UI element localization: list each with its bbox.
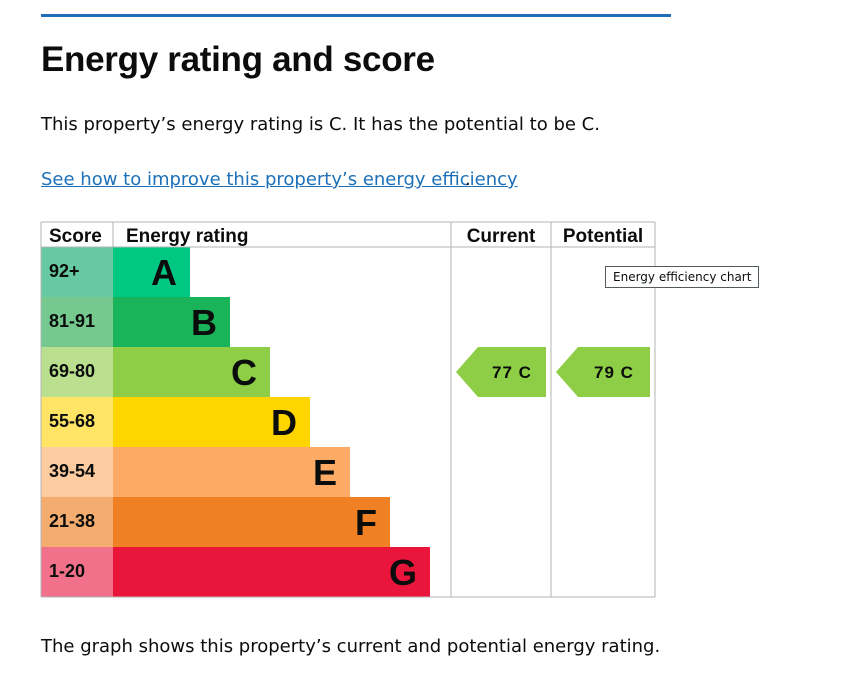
score-cell-c: [41, 347, 113, 397]
rating-letter-a: A: [151, 252, 177, 293]
rating-letter-b: B: [191, 302, 217, 343]
top-divider: [41, 14, 671, 17]
header-energy-rating: Energy rating: [126, 226, 248, 247]
header-current: Current: [467, 226, 536, 247]
rating-bar-g: [113, 547, 430, 597]
rating-bar-d: [113, 397, 310, 447]
improve-efficiency-link[interactable]: See how to improve this property’s energ…: [41, 169, 518, 190]
potential-rating-arrow: [556, 347, 650, 397]
rating-bar-c: [113, 347, 270, 397]
current-rating-label: 77 C: [492, 363, 532, 382]
potential-rating-label: 79 C: [594, 363, 634, 382]
chart-tooltip: Energy efficiency chart: [605, 266, 760, 288]
score-cell-b: [41, 297, 113, 347]
rating-bar-e: [113, 447, 350, 497]
rating-letter-d: D: [271, 402, 297, 443]
score-label-e: 39-54: [49, 461, 95, 481]
score-cell-g: [41, 547, 113, 597]
rating-letter-e: E: [313, 452, 337, 493]
rating-letter-g: G: [389, 552, 417, 593]
score-cell-d: [41, 397, 113, 447]
rating-letter-c: C: [231, 352, 257, 393]
score-label-b: 81-91: [49, 311, 95, 331]
score-label-c: 69-80: [49, 361, 95, 381]
rating-bar-a: [113, 247, 190, 297]
score-label-g: 1-20: [49, 561, 85, 581]
chart-caption: The graph shows this property’s current …: [41, 636, 661, 657]
score-cell-f: [41, 497, 113, 547]
score-cell-e: [41, 447, 113, 497]
rating-bar-f: [113, 497, 390, 547]
page-title: Energy rating and score: [41, 40, 435, 79]
score-label-f: 21-38: [49, 511, 95, 531]
rating-summary: This property’s energy rating is C. It h…: [41, 114, 600, 135]
score-cell-a: [41, 247, 113, 297]
score-label-d: 55-68: [49, 411, 95, 431]
header-score: Score: [49, 226, 102, 247]
score-label-a: 92+: [49, 261, 80, 281]
current-rating-arrow: [456, 347, 546, 397]
rating-letter-f: F: [355, 502, 377, 543]
header-potential: Potential: [563, 226, 643, 247]
rating-bar-b: [113, 297, 230, 347]
link-suffix: .: [465, 169, 471, 190]
